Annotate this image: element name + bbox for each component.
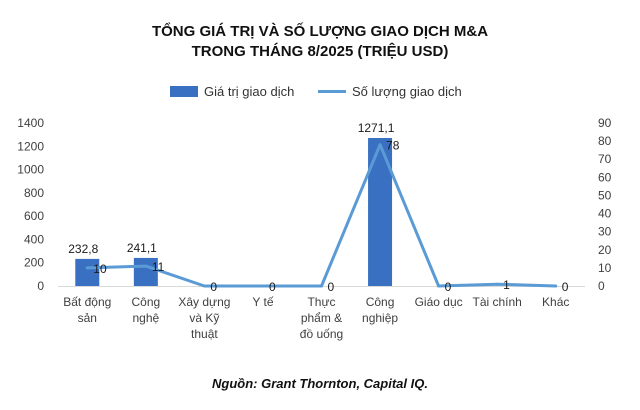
line-value-label: 0 xyxy=(210,280,217,294)
line-point xyxy=(378,143,382,147)
legend-swatch-line xyxy=(318,90,346,93)
y-left-tick-label: 200 xyxy=(24,256,44,270)
chart-legend: Giá trị giao dịch Số lượng giao dịch xyxy=(0,84,640,104)
x-tick-label: Thực phẩm & đồ uống xyxy=(300,295,343,341)
y-right-tick-label: 0 xyxy=(598,279,605,293)
line-value-label: 0 xyxy=(445,280,452,294)
y-left-tick-label: 600 xyxy=(24,209,44,223)
y-right-tick-label: 20 xyxy=(598,243,612,257)
y-right-tick-label: 10 xyxy=(598,261,612,275)
y-right-tick-label: 70 xyxy=(598,152,612,166)
bar xyxy=(368,138,393,286)
chart-title-line2: TRONG THÁNG 8/2025 (TRIỆU USD) xyxy=(191,43,449,60)
line-point xyxy=(85,266,89,270)
line-point xyxy=(554,284,558,288)
y-left-tick-label: 1400 xyxy=(17,116,44,130)
y-left-tick-label: 400 xyxy=(24,232,44,246)
line-value-label: 78 xyxy=(386,139,400,153)
y-right-tick-label: 60 xyxy=(598,170,612,184)
line-value-label: 1 xyxy=(503,278,510,292)
legend-swatch-bar xyxy=(170,86,198,97)
legend-label-line: Số lượng giao dịch xyxy=(352,84,462,99)
y-right-tick-label: 90 xyxy=(598,116,612,130)
legend-item-bar: Giá trị giao dịch xyxy=(170,84,294,99)
source-note: Nguồn: Grant Thornton, Capital IQ. xyxy=(212,376,428,391)
chart-title-line1: TỔNG GIÁ TRỊ VÀ SỐ LƯỢNG GIAO DỊCH M&A xyxy=(151,23,489,40)
line-value-label: 0 xyxy=(328,280,335,294)
line-value-label: 10 xyxy=(93,262,107,276)
x-tick-label: Tài chính xyxy=(472,295,521,309)
y-left-tick-label: 1200 xyxy=(17,139,44,153)
y-right-tick-label: 40 xyxy=(598,207,612,221)
line-point xyxy=(437,284,441,288)
bar-value-label: 1271,1 xyxy=(358,121,395,135)
line-point xyxy=(261,284,265,288)
y-left-tick-label: 800 xyxy=(24,186,44,200)
x-tick-label: Bất động sản xyxy=(63,295,111,325)
x-tick-label: Khác xyxy=(542,295,569,309)
line-value-label: 0 xyxy=(562,280,569,294)
x-tick-label: Y tế xyxy=(252,295,273,309)
legend-item-line: Số lượng giao dịch xyxy=(318,84,462,99)
x-tick-label: Giáo dục xyxy=(415,295,463,309)
line-value-label: 0 xyxy=(269,280,276,294)
y-left-tick-label: 1000 xyxy=(17,163,44,177)
x-tick-label: Xây dựng và Kỹ thuật xyxy=(178,295,230,341)
x-tick-label: Công nghệ xyxy=(131,295,160,325)
line-value-label: 11 xyxy=(152,260,165,274)
bar xyxy=(133,257,158,286)
y-right-tick-label: 50 xyxy=(598,188,612,202)
line-point xyxy=(495,282,499,286)
line-point xyxy=(320,284,323,288)
bar-value-label: 232,8 xyxy=(68,242,98,256)
y-right-tick-label: 30 xyxy=(598,225,612,239)
bar xyxy=(75,258,100,286)
chart-title: TỔNG GIÁ TRỊ VÀ SỐ LƯỢNG GIAO DỊCH M&A T… xyxy=(0,22,640,62)
bar-value-label: 241,1 xyxy=(127,241,157,255)
legend-label-bar: Giá trị giao dịch xyxy=(204,84,295,99)
y-right-tick-label: 80 xyxy=(598,134,612,148)
y-left-tick-label: 0 xyxy=(37,279,44,293)
line-point xyxy=(202,284,206,288)
x-tick-label: Công nghiệp xyxy=(362,295,398,325)
line-point xyxy=(144,264,148,268)
